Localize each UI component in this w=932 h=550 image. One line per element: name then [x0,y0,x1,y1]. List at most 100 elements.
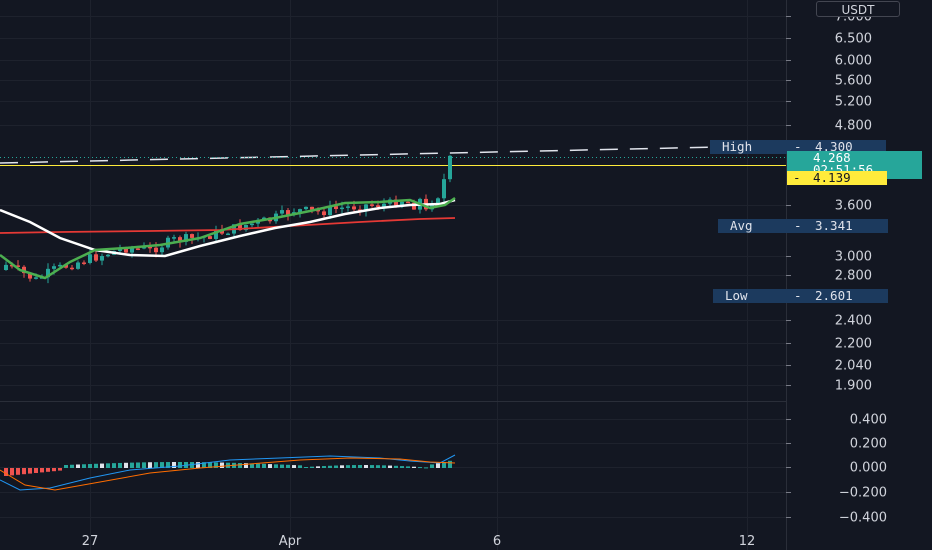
macd-tick-label: 0.200 [850,437,887,452]
macd-bar [100,463,104,468]
macd-bar [418,467,422,469]
time-tick-label: Apr [279,534,302,549]
macd-bar [304,467,308,468]
price-tick: 3.600 [786,199,872,214]
macd-bar [310,466,314,468]
macd-bar [172,462,176,468]
macd-bar [76,464,80,468]
candle [334,200,338,214]
macd-bar [130,462,134,468]
macd-bar [220,462,224,468]
macd-bar [208,462,212,468]
macd-bar [436,463,440,468]
macd-bar [238,463,242,468]
yellow-price-value: 4.139 [813,170,851,185]
candle [448,154,452,183]
macd-pane [0,454,456,491]
candle [226,232,230,236]
low-dash: - [794,288,802,303]
candle [382,198,386,212]
ma-slow-line [0,198,456,258]
low-marker-value: 2.601 [815,288,853,303]
macd-bar [34,468,38,473]
macd-bar [382,465,386,468]
macd-tick: −0.400 [786,511,887,526]
low-marker-label: Low [725,288,748,303]
price-tick: 5.200 [786,95,872,110]
price-tick: 2.800 [786,269,872,284]
macd-bar [82,464,86,468]
avg-marker: Avg - 3.341 [718,219,888,233]
price-tick: 4.800 [786,119,872,134]
macd-bar [376,465,380,468]
price-tick-label: 4.800 [835,119,872,134]
currency-unit-button[interactable]: USDT [816,1,900,17]
price-tick-label: 3.600 [835,199,872,214]
candle [46,263,50,284]
candle [148,242,152,253]
macd-bar [160,462,164,468]
macd-bar [196,462,200,468]
macd-bar [118,462,122,468]
macd-bar [358,465,362,468]
candle [214,225,218,244]
macd-tick-label: −0.400 [839,511,887,526]
macd-bar [244,463,248,468]
macd-bar [58,468,62,471]
macd-bar [16,468,20,475]
macd-bar [28,468,32,474]
candle [250,223,254,228]
macd-bar [166,462,170,468]
price-tick-label: 2.400 [835,314,872,329]
time-axis: 27 Apr 6 12 [82,534,756,549]
macd-tick-label: 0.400 [850,413,887,428]
macd-tick-label: −0.200 [839,486,887,501]
macd-bar [400,466,404,468]
macd-bar [64,465,68,468]
macd-bar [262,463,266,468]
high-marker-label: High [722,139,753,154]
macd-bar [448,460,452,468]
candle [94,251,98,263]
price-tick-label: 1.900 [835,379,872,394]
price-tick-label: 5.200 [835,95,872,110]
price-tick: 6.500 [786,32,872,47]
price-tick-label: 2.800 [835,269,872,284]
candle [70,265,74,271]
macd-bar [136,462,140,468]
macd-histogram [4,460,452,476]
macd-tick: 0.000 [786,461,887,476]
avg-marker-label: Avg [730,218,753,233]
candlestick-series [4,154,452,284]
candle [100,253,104,266]
price-tick: 5.600 [786,74,872,89]
macd-bar [142,462,146,468]
price-axis: 7.0006.5006.0005.6005.2004.8003.6003.000… [786,10,872,394]
macd-bar [394,465,398,468]
time-tick-label: 6 [493,534,501,549]
macd-tick-label: 0.000 [850,461,887,476]
macd-bar [178,462,182,468]
price-tick: 2.400 [786,314,872,329]
price-level-lines [0,146,786,166]
price-tick-label: 2.040 [835,359,872,374]
candle [328,200,332,220]
avg-dash: - [794,218,802,233]
grid-lines [0,0,786,550]
macd-bar [250,463,254,468]
macd-axis: 0.400 0.200 0.000 −0.200 −0.400 [786,413,887,526]
macd-bar [124,462,128,468]
macd-bar [52,468,56,472]
candle [322,208,326,218]
macd-bar [22,468,26,475]
candle [106,253,110,258]
high-dashed-line [0,146,721,164]
macd-bar [346,465,350,468]
time-tick-label: 27 [82,534,99,549]
price-tick-label: 6.000 [835,54,872,69]
macd-bar [94,463,98,468]
macd-bar [352,465,356,468]
macd-bar [4,468,8,476]
high-marker: High 4.300 - [710,140,886,154]
